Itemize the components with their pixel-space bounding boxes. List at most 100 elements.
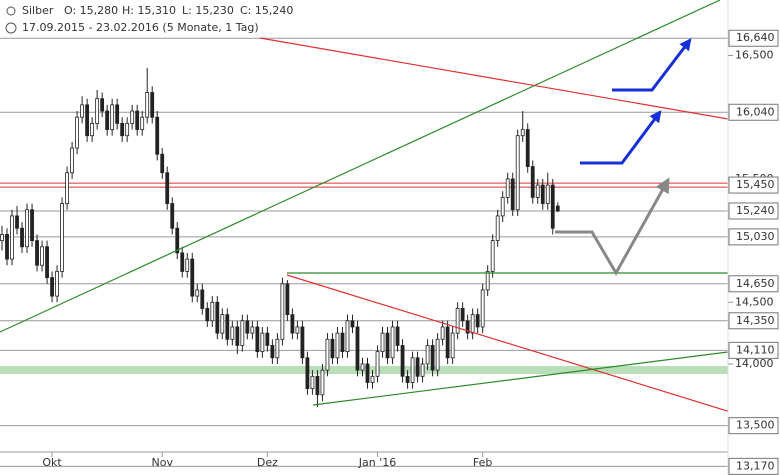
candle-body: [445, 326, 450, 359]
candle-body: [340, 332, 345, 353]
quote: L: 15,230: [182, 4, 234, 17]
candle-body: [335, 332, 340, 359]
candle-body: [505, 178, 510, 198]
y-tick-label: 16,500: [735, 49, 774, 62]
candle-body: [485, 271, 490, 291]
candle-body: [480, 289, 485, 328]
annotations: [0, 0, 728, 412]
candle-body: [155, 116, 160, 155]
level-box: [728, 417, 779, 435]
candle-body: [490, 240, 495, 272]
candle-body: [295, 326, 300, 334]
clock-icon: [5, 22, 17, 34]
level-label: 14,350: [736, 314, 775, 327]
candle-body: [100, 98, 105, 112]
candle-body: [280, 283, 285, 340]
candle-body: [150, 92, 155, 118]
candle-body: [245, 320, 250, 334]
level-label: 15,450: [736, 178, 775, 191]
level-label: 16,640: [736, 31, 775, 44]
candle-body: [415, 357, 420, 377]
candle-body: [330, 338, 335, 359]
candle-body: [185, 258, 190, 272]
candle-body: [140, 116, 145, 130]
candle-body: [240, 320, 245, 346]
levels: [0, 37, 728, 467]
candle-body: [325, 338, 330, 371]
x-tick-label: Nov: [151, 456, 173, 469]
candle-body: [460, 308, 465, 322]
y-tick-label: 14,000: [735, 357, 774, 370]
title: Silber: [22, 4, 54, 17]
candle-body: [105, 110, 110, 130]
level-label: 15,030: [736, 230, 775, 243]
candles: [0, 67, 560, 408]
x-tick-label: Feb: [473, 456, 492, 469]
candle-body: [450, 332, 455, 359]
candle-body: [175, 227, 180, 254]
candle-body: [540, 184, 545, 204]
candle-body: [45, 246, 49, 278]
candle-body: [380, 332, 385, 353]
candle-body: [5, 234, 9, 260]
candle-body: [515, 135, 520, 211]
candle-body: [180, 252, 185, 272]
candle-body: [130, 110, 135, 124]
candle-body: [20, 227, 24, 248]
scenario-arrow: [612, 38, 692, 92]
candle-body: [345, 320, 350, 353]
level-box: [728, 103, 779, 121]
quote: H: 15,310: [122, 4, 176, 17]
candle-body: [75, 116, 80, 149]
candle-body: [160, 153, 165, 174]
candle-body: [275, 338, 280, 359]
candle-body: [145, 92, 150, 118]
trend-line: [312, 351, 728, 406]
candle-body: [250, 326, 255, 334]
level-box: [728, 228, 779, 246]
x-tick-label: Jan '16: [358, 456, 396, 469]
level-label: 15,240: [736, 204, 775, 217]
subtitle: 17.09.2015 - 23.02.2016 (5 Monate, 1 Tag…: [22, 21, 259, 34]
level-box: [728, 341, 779, 359]
candle-body: [110, 104, 115, 130]
candle-body: [210, 301, 215, 322]
candle-body: [355, 326, 360, 371]
candle-body: [10, 215, 14, 260]
candle-body: [285, 283, 290, 316]
candle-body: [475, 314, 480, 328]
candle-body: [95, 98, 100, 124]
candle-body: [260, 332, 265, 353]
candle-body: [190, 258, 195, 297]
candle-body: [555, 205, 560, 212]
header-bg: [0, 0, 400, 36]
level-label: 14,110: [736, 343, 775, 356]
level-box: [728, 457, 779, 475]
candle-body: [165, 172, 170, 204]
candle-body: [85, 104, 90, 137]
candle-body: [400, 345, 405, 377]
candle-body: [135, 110, 140, 130]
level-box: [728, 29, 779, 47]
candle-body: [395, 326, 400, 346]
candle-body: [545, 184, 550, 204]
candle-body: [455, 308, 460, 334]
level-box: [728, 275, 779, 293]
candle-body: [360, 363, 365, 371]
candle-body: [305, 357, 310, 390]
scenario-arrow: [555, 177, 670, 277]
candle-body: [320, 369, 325, 396]
candle-body: [235, 326, 240, 346]
candle-body: [115, 104, 120, 124]
candle-body: [195, 289, 200, 297]
candle-body: [350, 320, 355, 328]
quote: O: 15,280: [64, 4, 118, 17]
candle-body: [70, 147, 74, 174]
trend-line: [286, 274, 728, 412]
candle-body: [535, 184, 540, 198]
candle-body: [205, 308, 210, 322]
candle-body: [255, 326, 260, 353]
candle-body: [435, 338, 440, 371]
candle-body: [265, 332, 270, 346]
candle-body: [430, 345, 435, 371]
